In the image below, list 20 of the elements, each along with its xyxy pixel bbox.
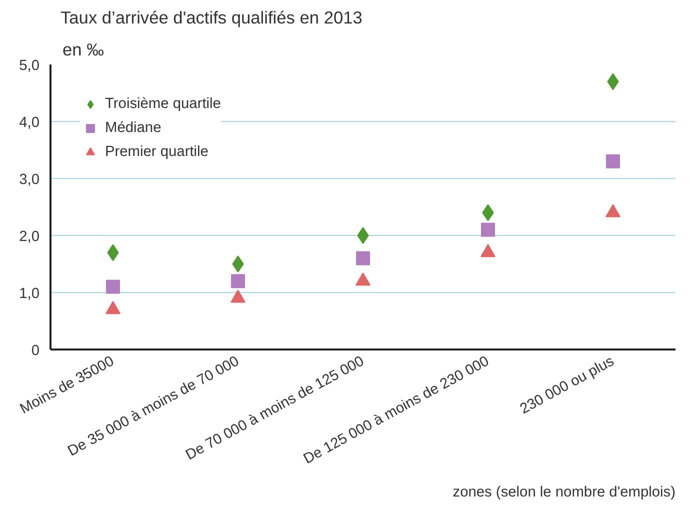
point xyxy=(232,256,244,272)
y-tick-label: 0 xyxy=(31,343,40,359)
legend-label: Premier quartile xyxy=(105,144,208,160)
y-tick-label: 3,0 xyxy=(19,172,40,188)
point xyxy=(481,222,495,237)
y-tick-label: 2,0 xyxy=(19,229,40,245)
legend-label: Troisième quartile xyxy=(105,96,221,112)
point xyxy=(606,154,620,168)
y-axis-title: en ‰ xyxy=(62,40,104,60)
chart-title: Taux d’arrivée d'actifs qualifiés en 2013 xyxy=(60,8,362,28)
legend-label: Médiane xyxy=(105,120,162,136)
point xyxy=(106,280,120,294)
x-axis-title: zones (selon le nombre d'emplois) xyxy=(452,484,676,500)
x-tick-label: 230 000 ou plus xyxy=(518,353,617,418)
y-tick-label: 5,0 xyxy=(19,58,40,74)
point xyxy=(357,227,369,244)
y-tick-label: 1,0 xyxy=(19,286,40,302)
y-tick-label: 4,0 xyxy=(19,115,40,131)
point xyxy=(231,274,245,288)
point xyxy=(356,251,370,266)
